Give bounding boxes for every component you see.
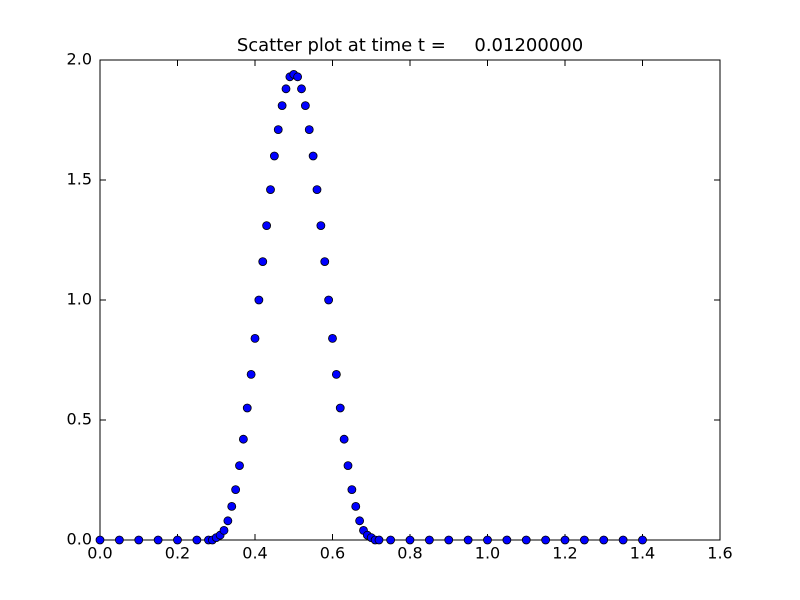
point	[424, 535, 434, 545]
point	[231, 485, 241, 495]
point	[560, 535, 570, 545]
point	[463, 535, 473, 545]
point	[246, 369, 256, 379]
point	[304, 125, 314, 135]
point	[297, 84, 306, 94]
point	[300, 101, 310, 110]
x-tick-label: 0.4	[242, 544, 267, 563]
point	[374, 535, 384, 545]
point	[173, 535, 182, 545]
point	[618, 535, 628, 545]
point	[328, 333, 337, 343]
point	[223, 516, 233, 526]
point	[277, 101, 287, 110]
y-tick-label: 0.0	[67, 530, 92, 549]
x-tick-label: 1.2	[552, 544, 577, 563]
point	[386, 535, 396, 545]
point	[308, 151, 318, 161]
point	[312, 185, 322, 195]
point	[266, 185, 275, 195]
point	[262, 221, 272, 231]
point	[541, 535, 551, 545]
point	[242, 403, 252, 413]
chart-title: Scatter plot at time t = 0.01200000	[237, 35, 583, 56]
point	[324, 295, 334, 305]
point	[114, 535, 124, 545]
point	[281, 84, 291, 94]
x-tick-label: 0.2	[165, 544, 190, 563]
x-tick-label: 1.0	[475, 544, 500, 563]
point	[273, 125, 283, 135]
point	[347, 485, 357, 495]
point	[269, 151, 279, 161]
point	[502, 535, 512, 545]
point	[254, 295, 264, 305]
point	[95, 535, 105, 545]
x-tick-label: 1.4	[630, 544, 655, 563]
point	[235, 461, 244, 471]
point	[355, 516, 365, 526]
point	[339, 434, 349, 444]
point	[351, 501, 361, 511]
x-tick-label: 0.8	[397, 544, 422, 563]
x-tick-label: 0.0	[87, 544, 112, 563]
y-tick-label: 1.0	[67, 290, 92, 309]
point	[521, 535, 531, 545]
point	[331, 369, 341, 379]
point	[219, 526, 229, 535]
point	[153, 535, 163, 545]
point	[405, 535, 415, 545]
point	[483, 535, 492, 545]
point	[250, 333, 260, 343]
point	[238, 434, 248, 444]
point	[134, 535, 144, 545]
point	[579, 535, 589, 545]
y-tick-label: 2.0	[67, 50, 92, 69]
point	[192, 535, 202, 545]
point	[335, 403, 345, 413]
point	[258, 257, 268, 267]
point	[599, 535, 609, 545]
point	[638, 535, 647, 545]
x-tick-label: 1.6	[707, 544, 732, 563]
point	[343, 461, 353, 471]
y-tick-label: 0.5	[67, 410, 92, 429]
y-tick-label: 1.5	[67, 170, 92, 189]
x-tick-label: 0.6	[320, 544, 345, 563]
point	[320, 257, 330, 267]
point	[444, 535, 454, 545]
point	[293, 72, 303, 82]
point	[316, 221, 326, 231]
point	[227, 501, 237, 511]
